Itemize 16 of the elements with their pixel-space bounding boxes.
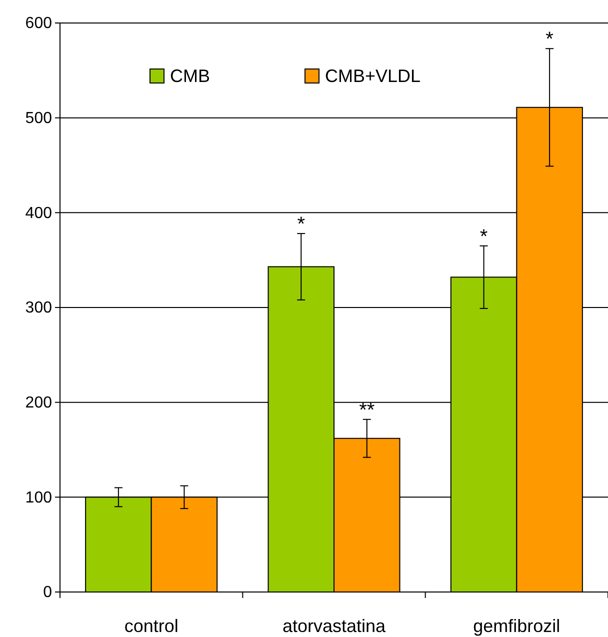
x-tick-label: atorvastatina bbox=[282, 616, 387, 636]
y-tick-label: 0 bbox=[43, 584, 52, 602]
x-tick-label: control bbox=[124, 616, 178, 636]
annotation: ** bbox=[359, 399, 375, 422]
y-tick-label: 400 bbox=[25, 204, 52, 222]
y-tick-label: 300 bbox=[25, 300, 52, 317]
y-tick-label: 200 bbox=[25, 394, 52, 412]
legend-label: CMB+VLDL bbox=[325, 66, 421, 86]
legend-label: CMB bbox=[170, 66, 210, 86]
annotation: * bbox=[546, 28, 554, 51]
y-tick-label: 100 bbox=[25, 489, 52, 506]
annotation: * bbox=[480, 226, 488, 248]
x-tick-label: gemfibrozil bbox=[473, 616, 560, 636]
y-tick-label: 600 bbox=[25, 15, 52, 32]
annotation: * bbox=[297, 214, 306, 236]
y-tick-label: 500 bbox=[25, 110, 52, 127]
